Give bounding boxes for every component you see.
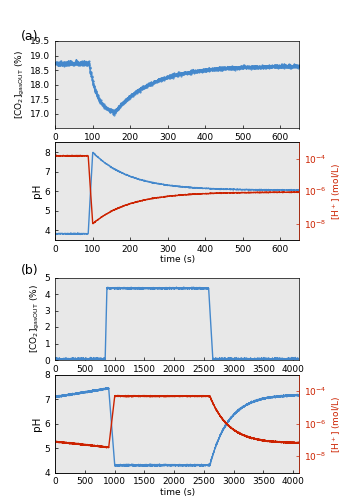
X-axis label: time (s): time (s) bbox=[159, 255, 195, 264]
Y-axis label: pH: pH bbox=[32, 184, 42, 198]
Y-axis label: pH: pH bbox=[32, 416, 42, 431]
Y-axis label: [H$^+$] (mol/L): [H$^+$] (mol/L) bbox=[331, 162, 343, 220]
Y-axis label: [CO$_2$]$_{\mathregular{gasOUT}}$ (%): [CO$_2$]$_{\mathregular{gasOUT}}$ (%) bbox=[29, 284, 42, 354]
X-axis label: time (s): time (s) bbox=[159, 375, 195, 384]
X-axis label: time (s): time (s) bbox=[159, 144, 195, 152]
Text: (a): (a) bbox=[21, 30, 38, 44]
X-axis label: time (s): time (s) bbox=[159, 488, 195, 497]
Y-axis label: [CO$_2$]$_{\mathregular{gasOUT}}$ (%): [CO$_2$]$_{\mathregular{gasOUT}}$ (%) bbox=[14, 50, 27, 119]
Text: (b): (b) bbox=[21, 264, 39, 278]
Y-axis label: [H$^+$] (mol/L): [H$^+$] (mol/L) bbox=[331, 395, 343, 452]
